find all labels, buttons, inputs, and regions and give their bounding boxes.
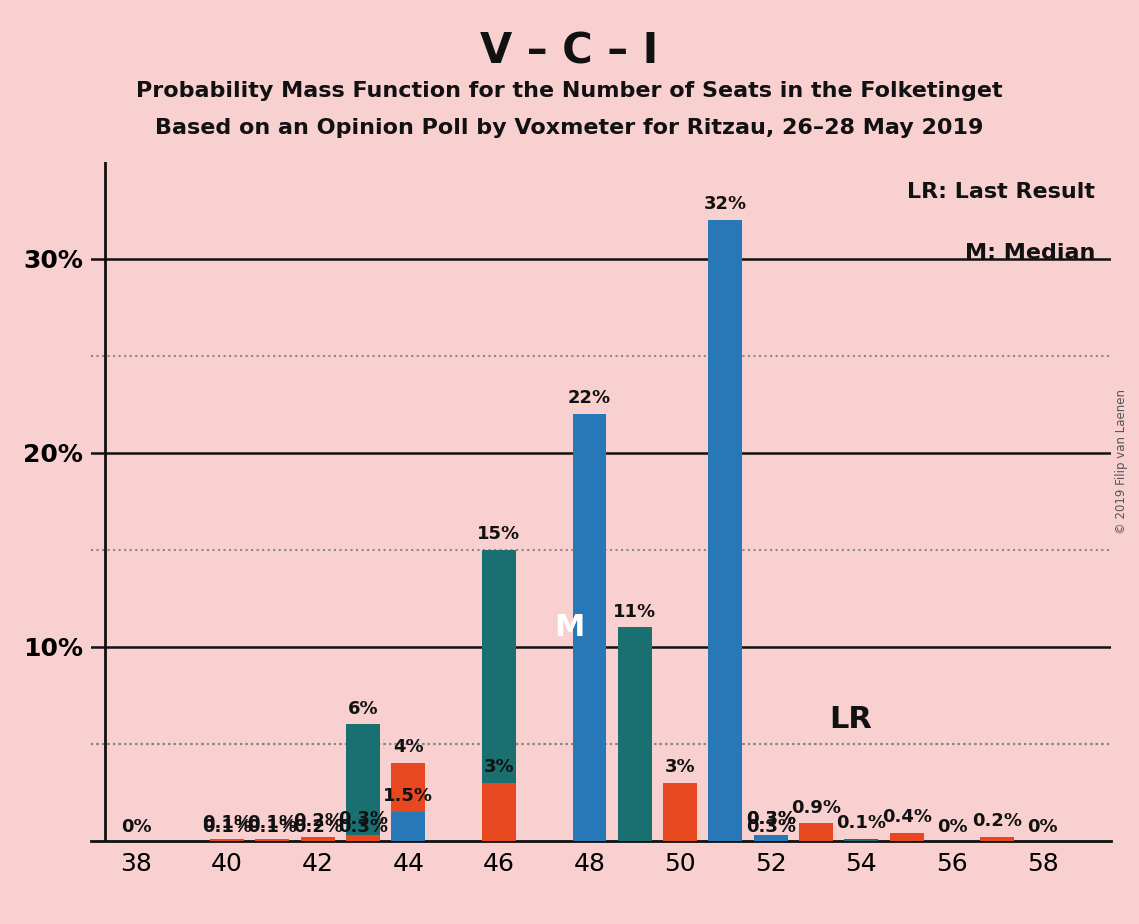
Text: 0.1%: 0.1% [202, 818, 252, 836]
Bar [800, 823, 833, 841]
Bar [708, 220, 743, 841]
Bar [346, 835, 380, 841]
Text: 0.3%: 0.3% [746, 810, 796, 828]
Text: 0.4%: 0.4% [882, 808, 932, 826]
Text: 0%: 0% [936, 818, 967, 836]
Text: 0%: 0% [121, 818, 151, 836]
Bar [981, 837, 1014, 841]
Text: 4%: 4% [393, 738, 424, 757]
Bar [890, 833, 924, 841]
Bar [210, 839, 244, 841]
Text: 0.9%: 0.9% [790, 798, 841, 817]
Text: 0.3%: 0.3% [338, 810, 388, 828]
Bar [663, 783, 697, 841]
Text: 0.1%: 0.1% [247, 818, 297, 836]
Bar [754, 835, 788, 841]
Text: 0.3%: 0.3% [746, 810, 796, 828]
Text: 0.2%: 0.2% [293, 818, 343, 836]
Text: V – C – I: V – C – I [481, 30, 658, 72]
Text: 32%: 32% [704, 195, 747, 213]
Text: 0%: 0% [1027, 818, 1058, 836]
Bar [392, 763, 425, 841]
Text: LR: LR [829, 705, 872, 735]
Bar [754, 835, 788, 841]
Bar [346, 724, 380, 841]
Bar [573, 414, 606, 841]
Text: Based on an Opinion Poll by Voxmeter for Ritzau, 26–28 May 2019: Based on an Opinion Poll by Voxmeter for… [155, 118, 984, 139]
Bar [482, 783, 516, 841]
Bar [301, 837, 335, 841]
Bar [844, 839, 878, 841]
Bar [392, 812, 425, 841]
Text: 15%: 15% [477, 525, 521, 543]
Text: 3%: 3% [665, 758, 696, 776]
Bar [617, 627, 652, 841]
Text: 22%: 22% [568, 389, 611, 407]
Text: 6%: 6% [347, 699, 378, 718]
Text: M: Median: M: Median [965, 243, 1096, 263]
Text: 0.1%: 0.1% [836, 814, 886, 833]
Text: 11%: 11% [613, 602, 656, 621]
Bar [482, 550, 516, 841]
Text: 0.1%: 0.1% [202, 814, 252, 833]
Text: 3%: 3% [484, 758, 514, 776]
Text: 0.1%: 0.1% [247, 814, 297, 833]
Text: © 2019 Filip van Laenen: © 2019 Filip van Laenen [1115, 390, 1128, 534]
Text: LR: Last Result: LR: Last Result [908, 182, 1096, 202]
Text: 0.2%: 0.2% [293, 812, 343, 830]
Bar [255, 839, 289, 841]
Text: M: M [554, 613, 584, 642]
Text: 1.5%: 1.5% [383, 787, 433, 805]
Text: 0.3%: 0.3% [746, 818, 796, 836]
Text: 0.2%: 0.2% [973, 812, 1023, 830]
Text: 0.3%: 0.3% [338, 818, 388, 836]
Text: Probability Mass Function for the Number of Seats in the Folketinget: Probability Mass Function for the Number… [137, 81, 1002, 102]
